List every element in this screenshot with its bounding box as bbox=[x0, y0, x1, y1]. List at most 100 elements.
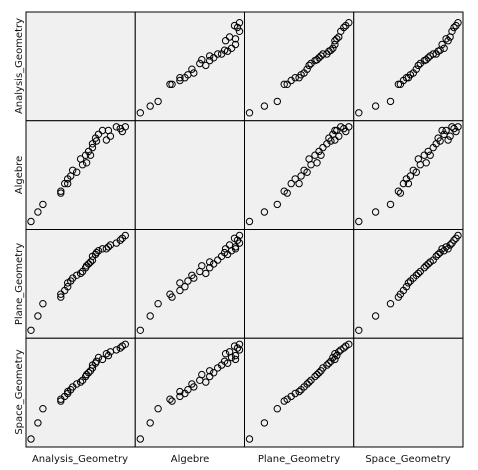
point-3-0-14 bbox=[82, 370, 91, 379]
point-3-0-0 bbox=[27, 435, 35, 443]
point-3-1-0 bbox=[136, 435, 145, 443]
point-3-1-22 bbox=[231, 355, 240, 364]
point-3-0-11 bbox=[76, 378, 85, 386]
point-1-3-15 bbox=[424, 147, 432, 156]
point-0-3-2 bbox=[386, 97, 395, 106]
point-0-1-3 bbox=[168, 80, 176, 89]
point-1-2-1 bbox=[260, 208, 269, 216]
point-3-0-2 bbox=[39, 405, 47, 413]
point-3-1-20 bbox=[220, 357, 229, 365]
point-2-3-27 bbox=[450, 236, 458, 244]
point-2-1-6 bbox=[181, 283, 189, 291]
panel-3-3 bbox=[353, 337, 464, 448]
point-0-1-20 bbox=[220, 46, 229, 54]
point-2-0-2 bbox=[39, 300, 47, 308]
point-1-2-15 bbox=[315, 147, 323, 156]
point-3-1-29 bbox=[235, 340, 244, 348]
point-1-3-8 bbox=[406, 172, 415, 180]
point-1-0-9 bbox=[69, 166, 77, 175]
row-label-analysis-geometry: Analysis_Geometry bbox=[14, 18, 25, 114]
point-2-3-14 bbox=[422, 262, 430, 270]
point-0-1-12 bbox=[196, 59, 204, 68]
point-3-2-29 bbox=[345, 340, 353, 348]
point-1-3-4 bbox=[396, 189, 405, 197]
point-3-2-2 bbox=[273, 405, 281, 413]
point-3-1-10 bbox=[188, 380, 196, 388]
point-0-3-10 bbox=[412, 65, 420, 73]
point-0-2-0 bbox=[245, 109, 254, 117]
point-3-1-24 bbox=[231, 351, 240, 360]
point-1-3-28 bbox=[452, 127, 460, 136]
point-1-2-16 bbox=[317, 151, 325, 159]
point-3-0-24 bbox=[104, 351, 113, 360]
point-3-2-22 bbox=[331, 355, 339, 364]
point-2-0-3 bbox=[57, 293, 65, 301]
point-3-2-20 bbox=[327, 357, 335, 365]
panel-0-3 bbox=[353, 11, 464, 122]
point-3-2-6 bbox=[291, 389, 299, 398]
point-1-0-22 bbox=[98, 126, 107, 135]
point-1-2-25 bbox=[335, 132, 343, 140]
point-0-1-4 bbox=[166, 80, 174, 89]
point-2-0-23 bbox=[102, 245, 111, 253]
point-0-1-22 bbox=[231, 40, 240, 49]
point-1-0-2 bbox=[39, 200, 47, 209]
point-0-2-20 bbox=[327, 46, 335, 54]
point-2-3-29 bbox=[454, 231, 462, 240]
point-1-3-25 bbox=[446, 132, 454, 140]
point-1-0-12 bbox=[78, 161, 87, 169]
col-label-space-geometry: Space_Geometry bbox=[365, 454, 450, 465]
point-3-0-29 bbox=[121, 340, 130, 348]
point-2-1-1 bbox=[146, 312, 154, 320]
point-1-2-2 bbox=[273, 200, 281, 209]
point-1-0-10 bbox=[73, 168, 81, 176]
panel-0-0 bbox=[25, 11, 136, 122]
row-label-algebre: Algebre bbox=[14, 156, 25, 195]
point-3-1-2 bbox=[154, 405, 162, 413]
point-0-2-23 bbox=[331, 37, 339, 45]
point-0-3-27 bbox=[450, 23, 458, 32]
point-3-2-23 bbox=[331, 350, 339, 358]
point-2-0-17 bbox=[88, 256, 97, 264]
point-1-3-20 bbox=[436, 137, 444, 145]
point-1-0-29 bbox=[121, 123, 130, 131]
point-2-0-15 bbox=[84, 260, 93, 268]
point-3-1-26 bbox=[235, 346, 244, 354]
point-3-1-15 bbox=[210, 369, 218, 377]
panel-1-2 bbox=[244, 120, 355, 230]
point-0-1-25 bbox=[225, 33, 234, 41]
point-0-2-21 bbox=[329, 44, 337, 52]
point-2-3-12 bbox=[416, 267, 424, 276]
point-0-1-7 bbox=[176, 74, 184, 82]
point-0-3-1 bbox=[371, 102, 380, 110]
point-1-3-3 bbox=[394, 187, 403, 195]
point-1-0-20 bbox=[92, 137, 101, 145]
point-2-3-2 bbox=[386, 300, 395, 308]
point-1-0-23 bbox=[102, 136, 111, 144]
point-2-3-25 bbox=[446, 241, 454, 249]
point-3-1-28 bbox=[230, 342, 239, 350]
point-2-3-10 bbox=[412, 271, 420, 279]
point-2-0-1 bbox=[34, 312, 42, 320]
point-3-0-10 bbox=[73, 380, 81, 388]
point-0-1-17 bbox=[214, 50, 222, 58]
point-0-3-14 bbox=[422, 56, 430, 64]
point-3-0-26 bbox=[112, 346, 121, 354]
point-0-3-29 bbox=[454, 19, 462, 27]
point-2-0-10 bbox=[73, 271, 81, 279]
point-1-0-3 bbox=[57, 187, 65, 195]
point-1-3-14 bbox=[422, 159, 430, 167]
point-0-2-10 bbox=[303, 65, 311, 73]
point-2-0-14 bbox=[82, 262, 91, 270]
point-2-1-5 bbox=[176, 286, 184, 295]
col-label-plane-geometry: Plane_Geometry bbox=[258, 454, 340, 465]
point-2-0-4 bbox=[57, 290, 65, 298]
point-3-0-15 bbox=[84, 369, 93, 377]
point-2-3-18 bbox=[432, 252, 440, 260]
point-1-2-4 bbox=[283, 189, 291, 197]
point-1-3-22 bbox=[438, 126, 446, 135]
point-3-2-15 bbox=[315, 369, 323, 377]
panel-1-0 bbox=[25, 120, 136, 230]
point-0-2-11 bbox=[305, 61, 313, 70]
